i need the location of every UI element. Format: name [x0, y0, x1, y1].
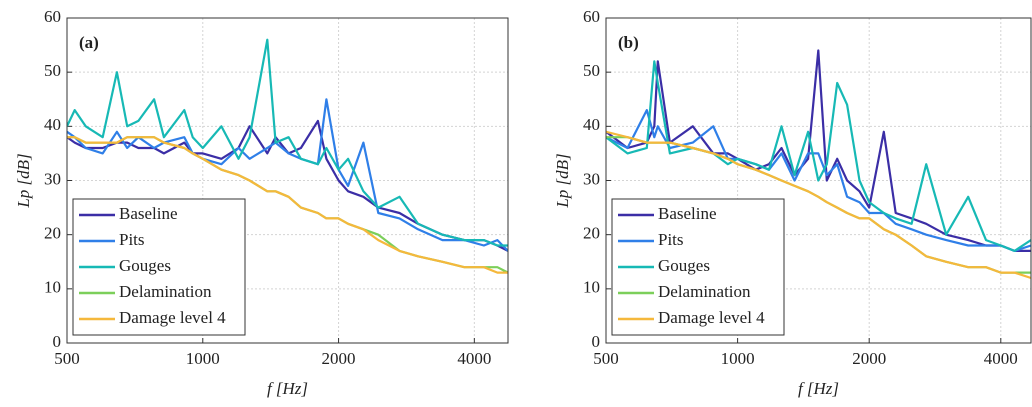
- y-tick-label: 60: [583, 7, 600, 26]
- legend-label: Pits: [658, 230, 684, 249]
- series-line: [606, 60, 1031, 252]
- x-tick-label: 1000: [721, 349, 755, 368]
- series-line: [67, 136, 508, 274]
- panel-label: (a): [79, 33, 99, 52]
- axes-frame: [605, 17, 1032, 344]
- y-axis-label: Lp [dB]: [14, 153, 33, 208]
- legend-label: Pits: [119, 230, 145, 249]
- y-tick-label: 50: [583, 61, 600, 80]
- series-line: [67, 98, 508, 252]
- y-tick-label: 10: [44, 278, 61, 297]
- y-tick-label: 40: [44, 115, 61, 134]
- legend-label: Baseline: [658, 204, 717, 223]
- x-tick-label: 500: [593, 349, 619, 368]
- axes-frame: [66, 17, 509, 344]
- y-tick-label: 10: [583, 278, 600, 297]
- y-tick-label: 0: [592, 332, 601, 351]
- legend-label: Delamination: [658, 282, 751, 301]
- x-tick-label: 4000: [984, 349, 1018, 368]
- y-tick-label: 30: [583, 169, 600, 188]
- y-axis-label: Lp [dB]: [553, 153, 572, 208]
- y-tick-label: 60: [44, 7, 61, 26]
- legend-label: Damage level 4: [119, 308, 226, 327]
- panel-label: (b): [618, 33, 639, 52]
- legend-label: Damage level 4: [658, 308, 765, 327]
- subplot: 0 10 20 30 40 50 60 500 1000 2000 4000 (b) f [Hz] Lp …: [553, 7, 1032, 398]
- x-axis-label: f [Hz]: [267, 379, 308, 398]
- series-line: [606, 130, 1031, 280]
- x-axis-label: f [Hz]: [798, 379, 839, 398]
- legend-label: Gouges: [119, 256, 171, 275]
- y-tick-label: 30: [44, 169, 61, 188]
- legend-label: Gouges: [658, 256, 710, 275]
- y-tick-label: 50: [44, 61, 61, 80]
- series-line: [67, 38, 508, 247]
- y-tick-label: 20: [583, 224, 600, 243]
- legend: Baseline Pits Gouges Delamination Damage lev…: [72, 198, 246, 336]
- legend: Baseline Pits Gouges Delamination Damage lev…: [611, 198, 785, 336]
- x-tick-label: 500: [54, 349, 80, 368]
- y-tick-label: 40: [583, 115, 600, 134]
- subplot: 0 10 20 30 40 50 60 500 1000 2000 4000 (a) f [Hz] Lp …: [14, 7, 509, 398]
- x-tick-label: 2000: [852, 349, 886, 368]
- legend-label: Baseline: [119, 204, 178, 223]
- y-tick-label: 0: [53, 332, 62, 351]
- x-tick-label: 2000: [322, 349, 356, 368]
- legend-label: Delamination: [119, 282, 212, 301]
- x-tick-label: 4000: [457, 349, 491, 368]
- x-tick-label: 1000: [186, 349, 220, 368]
- y-tick-label: 20: [44, 224, 61, 243]
